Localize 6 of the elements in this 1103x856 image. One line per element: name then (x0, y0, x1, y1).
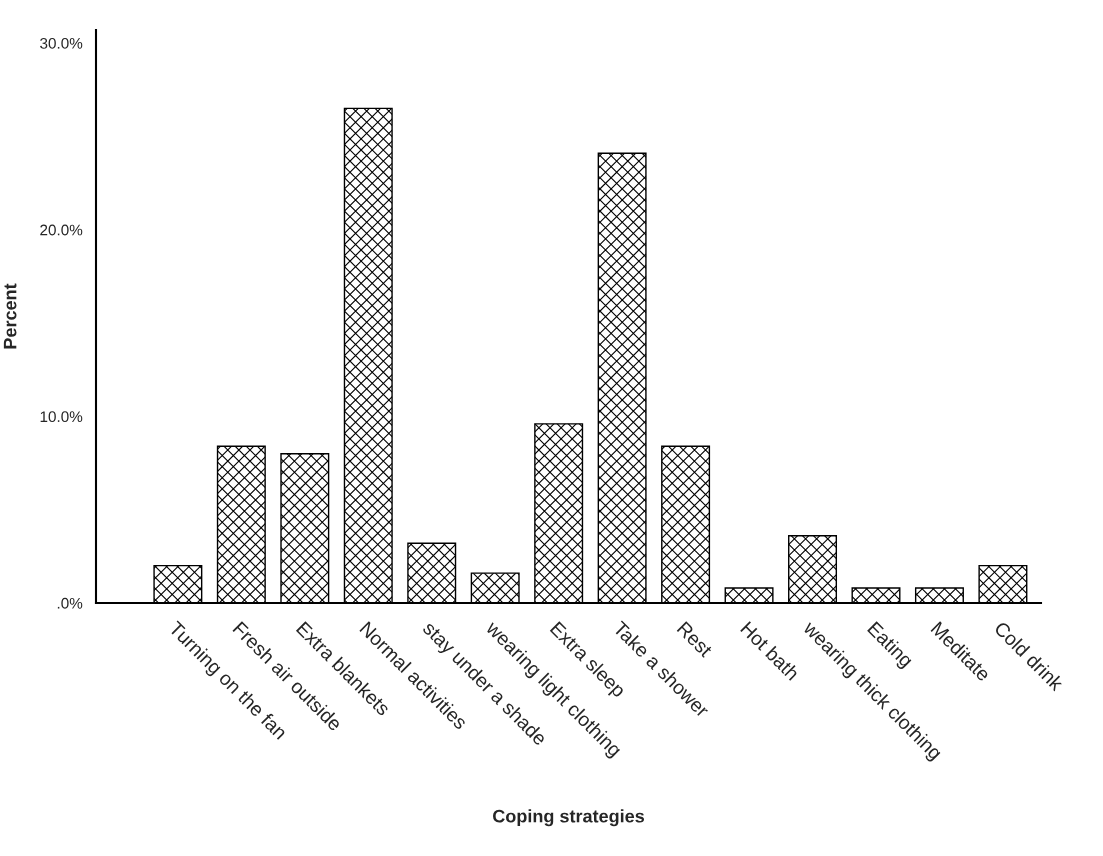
y-tick-label: 10.0% (40, 411, 83, 423)
y-tick-label: .0% (57, 597, 83, 609)
y-tick-label: 20.0% (40, 224, 83, 236)
y-axis-title: Percent (3, 283, 17, 349)
x-axis-title: Coping strategies (493, 809, 645, 827)
y-tick-label: 30.0% (40, 37, 83, 49)
